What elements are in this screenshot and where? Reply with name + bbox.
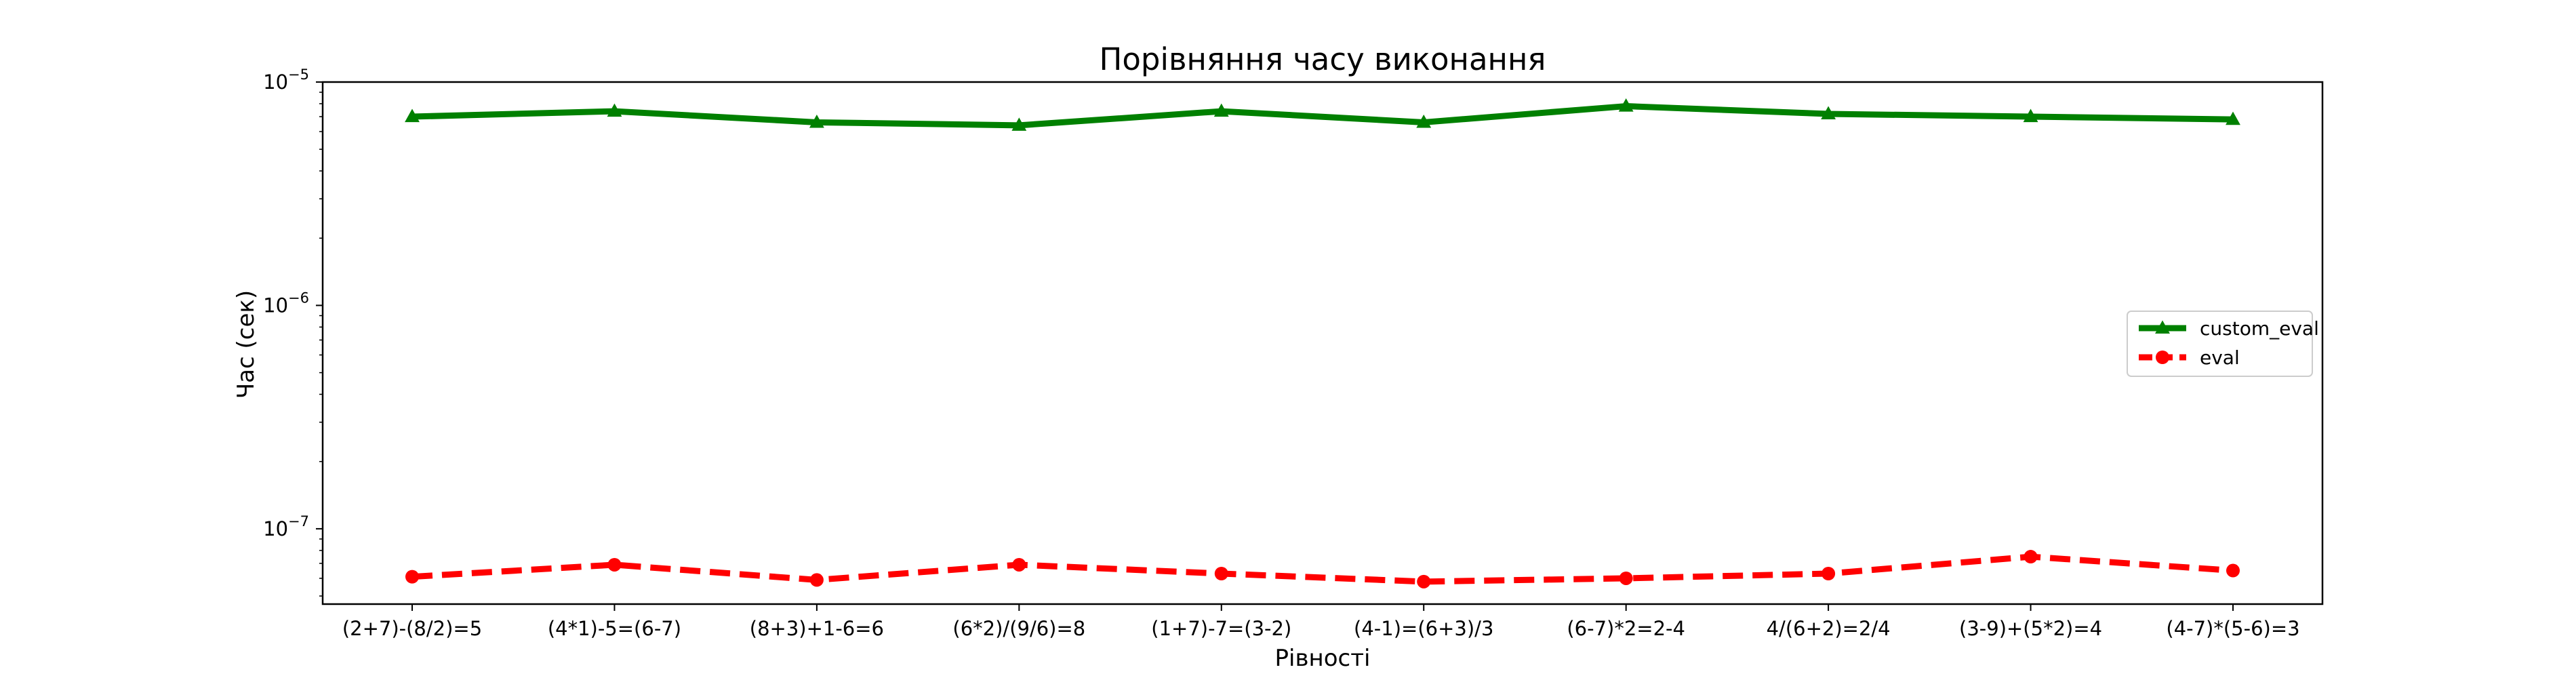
series-line: [411, 103, 2234, 129]
x-tick-label: 4/(6+2)=2/4: [1767, 617, 1891, 640]
data-point: [607, 103, 622, 117]
x-axis-label: Рівності: [1275, 645, 1371, 672]
x-tick-label: (4-7)*(5-6)=3: [2166, 617, 2299, 640]
x-tick-label: (3-9)+(5*2)=4: [1959, 617, 2102, 640]
data-point: [405, 108, 420, 123]
legend-marker: [2155, 320, 2170, 334]
data-point: [1417, 574, 1431, 589]
data-point: [1619, 571, 1633, 585]
data-point: [809, 573, 824, 587]
series-line: [411, 553, 2234, 585]
data-point: [1213, 103, 1229, 117]
data-point: [405, 570, 419, 584]
data-point: [607, 557, 622, 572]
x-tick-label: (6*2)/(9/6)=8: [952, 617, 1085, 640]
y-tick-label: 10−7: [263, 513, 309, 540]
x-tick-label: (4*1)-5=(6-7): [548, 617, 681, 640]
data-point: [2226, 563, 2240, 578]
legend-item: eval: [2139, 346, 2240, 369]
y-axis-label: Час (сек): [233, 290, 260, 399]
x-tick-label: (4-1)=(6+3)/3: [1354, 617, 1493, 640]
series-custom_eval: [405, 98, 2240, 131]
x-tick-label: (1+7)-7=(3-2): [1151, 617, 1291, 640]
legend-marker: [2156, 351, 2169, 364]
plot-frame: [321, 81, 2324, 605]
x-axis-ticks: (2+7)-(8/2)=5 (4*1)-5=(6-7) (8+3)+1-6=6 (6*…: [342, 604, 2300, 640]
plot-area: [405, 98, 2240, 589]
data-point: [1214, 567, 1228, 581]
data-point: [2226, 111, 2240, 125]
data-point: [1416, 114, 1432, 128]
legend-label: custom_eval: [2200, 317, 2319, 340]
x-tick-label: (2+7)-(8/2)=5: [342, 617, 482, 640]
y-tick-label: 10−6: [263, 290, 309, 317]
x-tick-label: (8+3)+1-6=6: [750, 617, 884, 640]
data-point: [1618, 98, 1634, 112]
series-eval: [405, 550, 2240, 589]
data-point: [1011, 117, 1027, 131]
data-point: [2023, 108, 2038, 123]
chart-title: Порівняння часу виконання: [1100, 41, 1546, 77]
x-tick-label: (6-7)*2=2-4: [1567, 617, 1685, 640]
y-axis-ticks: 10−7 10−6 10−5: [263, 66, 323, 597]
data-point: [1821, 106, 1836, 120]
data-point: [2024, 550, 2038, 564]
legend-label: eval: [2200, 346, 2240, 369]
data-point: [809, 114, 824, 128]
data-point: [1012, 557, 1026, 572]
data-point: [1822, 567, 1836, 581]
y-tick-label: 10−5: [263, 66, 309, 94]
legend-item: custom_eval: [2139, 317, 2319, 340]
